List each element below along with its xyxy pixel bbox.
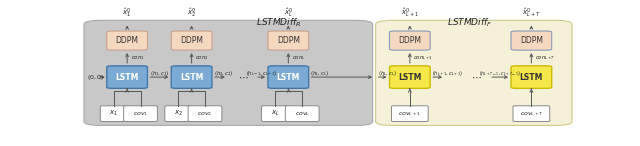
FancyBboxPatch shape	[124, 106, 157, 121]
FancyBboxPatch shape	[84, 20, 372, 125]
Text: $con_L$: $con_L$	[292, 54, 305, 62]
Text: $cov_L$: $cov_L$	[294, 110, 310, 118]
Text: $(0,0)$: $(0,0)$	[87, 73, 104, 82]
Text: DDPM: DDPM	[398, 36, 421, 45]
Text: DDPM: DDPM	[520, 36, 543, 45]
Text: $cov_{L+T}$: $cov_{L+T}$	[520, 110, 543, 118]
FancyBboxPatch shape	[376, 20, 572, 125]
Text: $x_1$: $x_1$	[109, 109, 118, 118]
Text: $\hat{x}_{L+1}^0$: $\hat{x}_{L+1}^0$	[401, 7, 419, 20]
Text: $(h_{L+1},c_{L+1})$: $(h_{L+1},c_{L+1})$	[431, 69, 463, 78]
FancyBboxPatch shape	[262, 106, 288, 121]
Text: $(h_{L+T-1},c_{L+T-1})$: $(h_{L+T-1},c_{L+T-1})$	[479, 69, 521, 78]
Text: $\cdots$: $\cdots$	[472, 72, 482, 82]
Text: LSTM: LSTM	[520, 73, 543, 82]
FancyBboxPatch shape	[107, 31, 147, 50]
FancyBboxPatch shape	[268, 66, 308, 88]
FancyBboxPatch shape	[390, 66, 430, 88]
Text: DDPM: DDPM	[277, 36, 300, 45]
Text: $LSTMDiff_R$: $LSTMDiff_R$	[255, 16, 301, 29]
Text: $(h_L,c_L)$: $(h_L,c_L)$	[378, 69, 397, 78]
FancyBboxPatch shape	[165, 106, 191, 121]
Text: DDPM: DDPM	[116, 36, 139, 45]
Text: $x_2$: $x_2$	[173, 109, 182, 118]
Text: $(h_1,c_1)$: $(h_1,c_1)$	[150, 69, 169, 78]
Text: $\hat{x}_{L+T}^0$: $\hat{x}_{L+T}^0$	[522, 7, 541, 20]
FancyBboxPatch shape	[511, 31, 552, 50]
FancyBboxPatch shape	[390, 31, 430, 50]
Text: LSTM: LSTM	[276, 73, 300, 82]
Text: $cov_1$: $cov_1$	[133, 110, 148, 118]
Text: $cov_{L+1}$: $cov_{L+1}$	[398, 110, 421, 118]
FancyBboxPatch shape	[392, 106, 428, 121]
Text: $(h_2,c_2)$: $(h_2,c_2)$	[214, 69, 234, 78]
FancyBboxPatch shape	[100, 106, 127, 121]
Text: $con_1$: $con_1$	[131, 54, 144, 62]
Text: $con_2$: $con_2$	[195, 54, 209, 62]
Text: DDPM: DDPM	[180, 36, 203, 45]
Text: $\hat{x}_1^0$: $\hat{x}_1^0$	[122, 7, 132, 20]
Text: $LSTMDiff_F$: $LSTMDiff_F$	[447, 16, 492, 29]
Text: LSTM: LSTM	[180, 73, 204, 82]
FancyBboxPatch shape	[107, 66, 147, 88]
FancyBboxPatch shape	[188, 106, 222, 121]
Text: LSTM: LSTM	[398, 73, 422, 82]
Text: $con_{L+T}$: $con_{L+T}$	[535, 54, 556, 62]
Text: $x_L$: $x_L$	[271, 109, 279, 118]
FancyBboxPatch shape	[268, 31, 308, 50]
FancyBboxPatch shape	[172, 66, 212, 88]
Text: $\hat{x}_L^0$: $\hat{x}_L^0$	[284, 7, 293, 20]
Text: $\hat{x}_2^0$: $\hat{x}_2^0$	[187, 7, 196, 20]
FancyBboxPatch shape	[285, 106, 319, 121]
FancyBboxPatch shape	[511, 66, 552, 88]
FancyBboxPatch shape	[513, 106, 550, 121]
Text: $cov_2$: $cov_2$	[197, 110, 212, 118]
Text: $\cdots$: $\cdots$	[238, 72, 249, 82]
Text: $(h_{L-1},c_{L-1})$: $(h_{L-1},c_{L-1})$	[246, 69, 277, 78]
Text: $con_{L+1}$: $con_{L+1}$	[413, 54, 433, 62]
FancyBboxPatch shape	[172, 31, 212, 50]
Text: $(h_L,c_L)$: $(h_L,c_L)$	[310, 69, 329, 78]
Text: LSTM: LSTM	[115, 73, 139, 82]
